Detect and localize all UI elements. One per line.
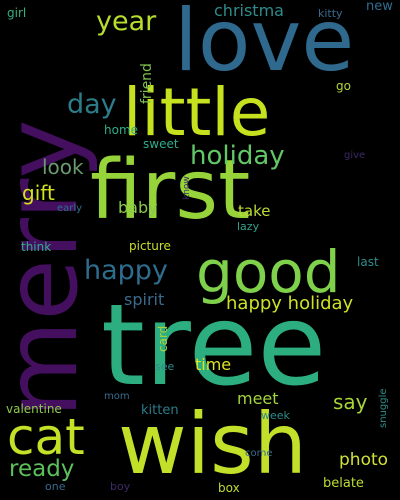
- word-picture: picture: [129, 239, 171, 253]
- word-day: day: [67, 89, 117, 120]
- word-home: home: [104, 123, 139, 137]
- word-belate: belate: [323, 476, 364, 491]
- word-early: early: [57, 203, 83, 214]
- word-new: new: [366, 0, 393, 14]
- word-good: good: [196, 238, 341, 306]
- word-lazy: lazy: [237, 220, 260, 233]
- word-little: little: [123, 74, 271, 151]
- word-spirit: spirit: [124, 290, 165, 309]
- word-box: box: [218, 481, 240, 495]
- word-ready: ready: [9, 456, 75, 482]
- word-tree: tree: [101, 281, 327, 411]
- word-give: give: [344, 150, 366, 161]
- word-cat: cat: [7, 408, 85, 466]
- word-one: one: [45, 480, 66, 493]
- word-mom: mom: [104, 391, 130, 402]
- word-baby: baby: [118, 198, 158, 217]
- word-holiday: holiday: [190, 141, 285, 171]
- word-know: know: [182, 176, 192, 200]
- word-time: time: [195, 355, 232, 374]
- word-kitten: kitten: [141, 403, 179, 418]
- word-gift: gift: [22, 181, 55, 205]
- word-last: last: [357, 255, 379, 269]
- word-girl: girl: [7, 6, 27, 20]
- word-kitty: kitty: [318, 7, 343, 20]
- word-take: take: [238, 202, 271, 220]
- word-first: first: [90, 143, 251, 238]
- word-week: week: [261, 409, 290, 422]
- word-card: card: [156, 325, 170, 352]
- word-go: go: [336, 79, 351, 93]
- word-say: say: [333, 390, 368, 414]
- word-christma: christma: [214, 1, 284, 20]
- word-come: come: [245, 448, 273, 459]
- word-love: love: [174, 0, 355, 91]
- word-meet: meet: [237, 389, 279, 408]
- word-year: year: [96, 6, 157, 37]
- word-valentine: valentine: [6, 402, 62, 416]
- word-wish: wish: [118, 395, 308, 493]
- word-friend: friend: [139, 63, 155, 104]
- word-see: see: [155, 360, 175, 373]
- word-boy: boy: [110, 480, 131, 493]
- word-photo: photo: [339, 450, 389, 470]
- word-happy: happy: [84, 255, 168, 286]
- word-sweet: sweet: [143, 137, 179, 151]
- word-look: look: [42, 155, 84, 179]
- word-think: think: [21, 240, 52, 254]
- word-happy-holiday: happy holiday: [226, 293, 354, 314]
- word-snuggle: snuggle: [378, 388, 389, 428]
